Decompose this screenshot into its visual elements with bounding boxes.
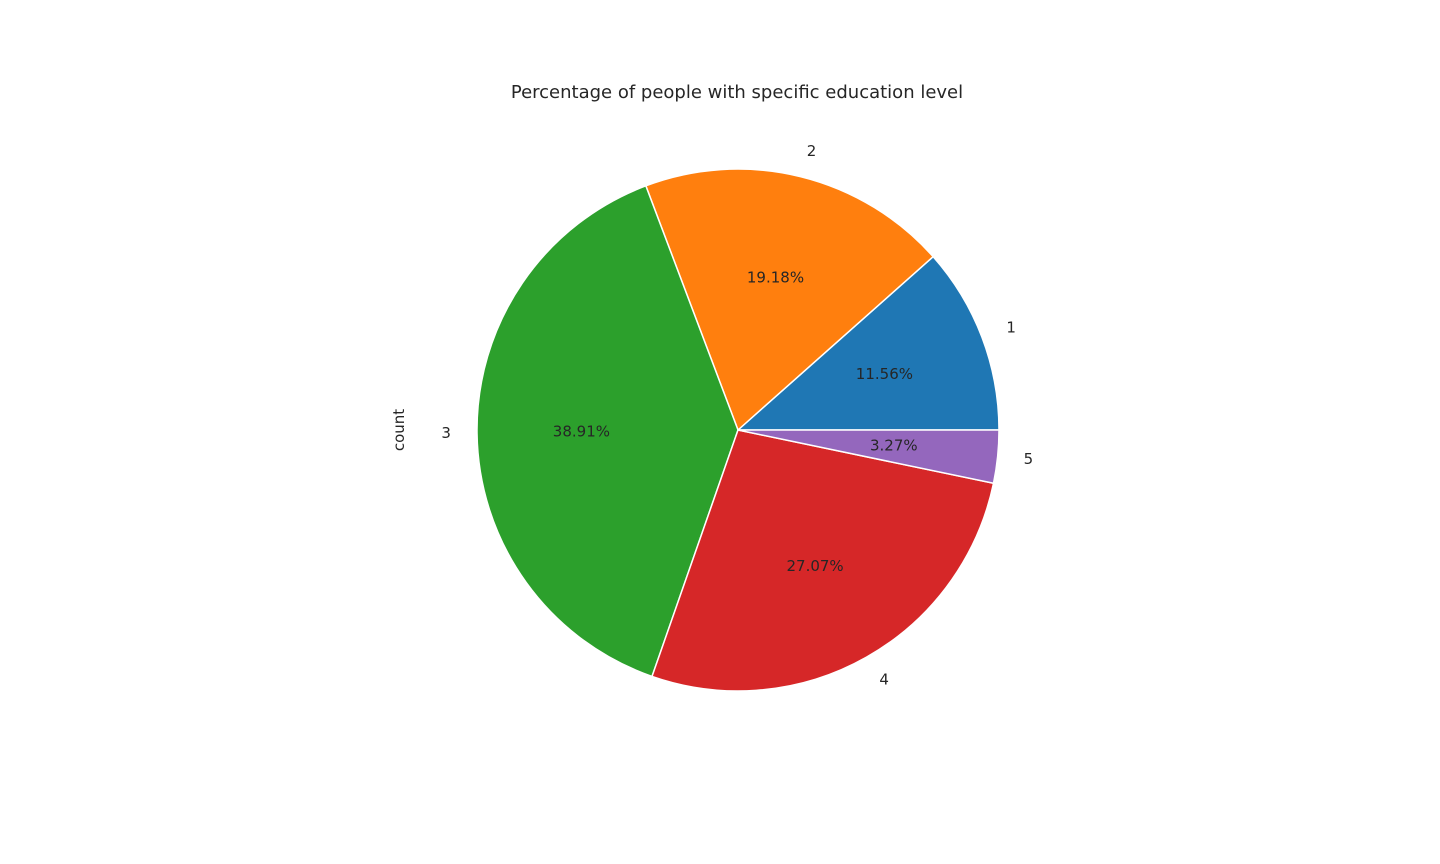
category-labels: 1 2 3 4 5	[441, 142, 1033, 689]
pie-slice-5	[737, 429, 1000, 485]
category-label-3: 3	[441, 424, 451, 442]
pie-slice-3	[476, 184, 739, 678]
chart-title: Percentage of people with specific educa…	[511, 82, 963, 103]
category-label-2: 2	[807, 142, 817, 160]
category-label-1: 1	[1006, 319, 1016, 337]
pie-slice-2	[644, 168, 935, 432]
y-axis-label: count	[390, 409, 408, 451]
percentage-label-4: 27.07%	[786, 557, 843, 575]
category-label-4: 4	[879, 670, 889, 688]
percentage-label-5: 3.27%	[870, 437, 918, 455]
percentage-label-1: 11.56%	[856, 365, 913, 383]
category-label-5: 5	[1024, 450, 1034, 468]
pie-slice-4	[651, 429, 995, 692]
percentage-label-2: 19.18%	[747, 269, 804, 287]
percentage-labels: 11.56% 19.18% 38.91% 27.07% 3.27%	[553, 269, 918, 575]
pie-slices	[476, 168, 1000, 692]
pie-slice-1	[736, 255, 1000, 431]
percentage-label-3: 38.91%	[553, 423, 610, 441]
